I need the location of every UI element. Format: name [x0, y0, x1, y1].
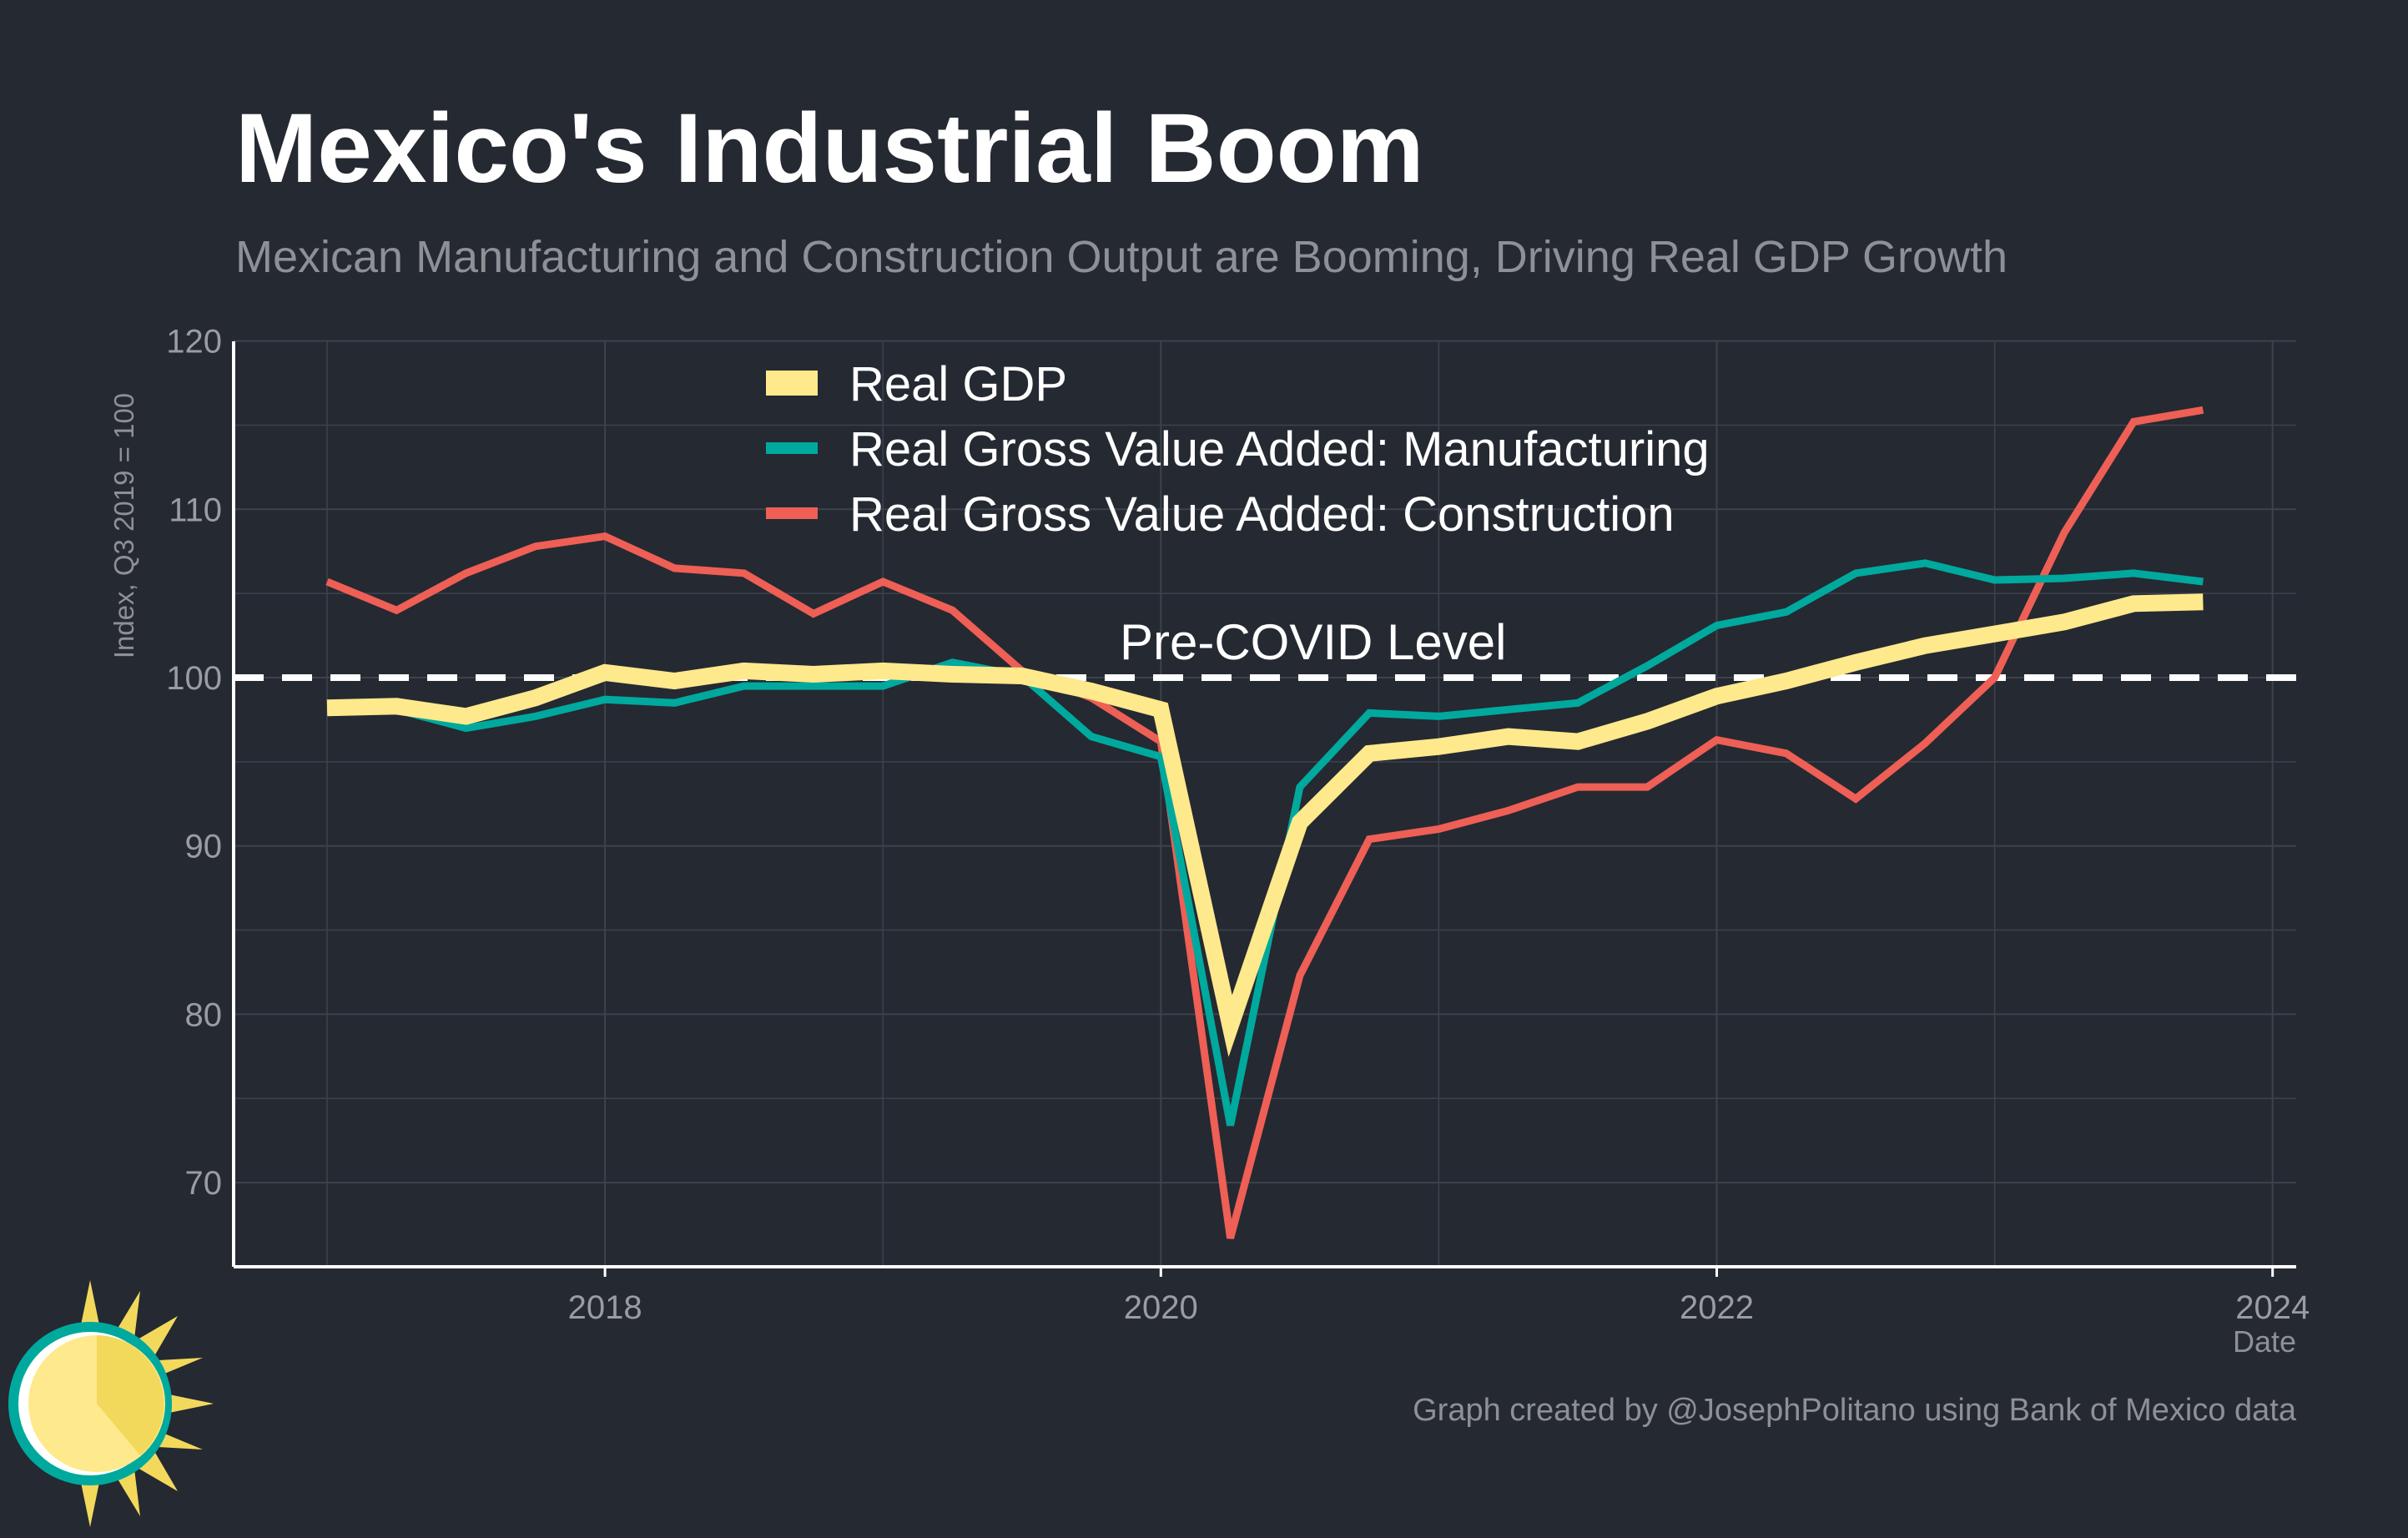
legend-label-gdp: Real GDP [849, 357, 1067, 411]
grid [234, 340, 2296, 1267]
chart-title: Mexico's Industrial Boom [235, 93, 1424, 204]
legend-label-construction: Real Gross Value Added: Construction [849, 487, 1675, 542]
series-line-gdp [326, 593, 2204, 1057]
legend-swatch-manufacturing [766, 442, 818, 454]
y-tick-label: 70 [185, 1165, 223, 1202]
y-tick-label: 100 [166, 660, 222, 697]
legend-swatch-construction [766, 507, 818, 519]
x-tick-label: 2020 [1124, 1289, 1198, 1326]
x-tick-label: 2018 [568, 1289, 642, 1326]
series-line-construction [325, 406, 2204, 1239]
y-tick-label: 90 [185, 829, 223, 865]
legend-swatch-gdp [766, 371, 818, 396]
annotation-pre-covid: Pre-COVID Level [1120, 614, 1506, 670]
x-tick-label: 2024 [2235, 1289, 2310, 1326]
legend-label-manufacturing: Real Gross Value Added: Manufacturing [849, 422, 1710, 477]
x-axis-label: Date [2233, 1324, 2296, 1359]
x-tick-label: 2022 [1680, 1289, 1754, 1326]
series-lines [325, 406, 2204, 1239]
series-line-manufacturing [326, 559, 2204, 1127]
chart-subtitle: Mexican Manufacturing and Construction O… [235, 232, 2008, 282]
caption: Graph created by @JosephPolitano using B… [1413, 1393, 2297, 1428]
legend: Real GDP Real Gross Value Added: Manufac… [766, 357, 1710, 542]
sun-logo-icon [8, 1280, 214, 1527]
y-tick-label: 110 [169, 492, 222, 528]
axes: 70 80 90 100 110 120 2018 2020 2022 2024 [166, 324, 2310, 1326]
y-tick-label: 80 [185, 996, 223, 1033]
y-axis-label: Index, Q3 2019 = 100 [108, 393, 139, 658]
y-tick-label: 120 [166, 324, 222, 361]
